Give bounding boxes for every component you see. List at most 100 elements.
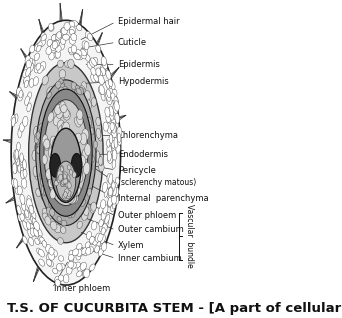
Ellipse shape <box>61 166 64 172</box>
Ellipse shape <box>81 82 87 91</box>
Ellipse shape <box>51 164 57 175</box>
Ellipse shape <box>48 112 54 122</box>
Ellipse shape <box>63 190 70 199</box>
Ellipse shape <box>58 79 63 84</box>
Ellipse shape <box>60 139 65 149</box>
Ellipse shape <box>57 97 62 104</box>
Ellipse shape <box>37 143 42 152</box>
Ellipse shape <box>76 253 81 260</box>
Ellipse shape <box>19 156 24 165</box>
Ellipse shape <box>74 146 79 157</box>
Ellipse shape <box>58 275 64 281</box>
Ellipse shape <box>83 174 89 184</box>
Ellipse shape <box>57 176 61 183</box>
Ellipse shape <box>74 187 80 196</box>
Ellipse shape <box>106 80 110 88</box>
Ellipse shape <box>62 158 68 168</box>
Ellipse shape <box>64 150 70 160</box>
Ellipse shape <box>64 177 68 184</box>
Ellipse shape <box>41 186 46 195</box>
Ellipse shape <box>111 182 115 191</box>
Ellipse shape <box>63 149 68 157</box>
Ellipse shape <box>98 205 103 215</box>
Ellipse shape <box>42 76 49 85</box>
Ellipse shape <box>48 252 55 260</box>
Ellipse shape <box>57 238 64 244</box>
Ellipse shape <box>63 166 69 176</box>
Ellipse shape <box>53 268 58 274</box>
Ellipse shape <box>34 53 39 61</box>
Ellipse shape <box>40 170 45 179</box>
Ellipse shape <box>45 132 50 142</box>
Ellipse shape <box>39 259 44 266</box>
Ellipse shape <box>71 188 78 199</box>
Text: Cuticle: Cuticle <box>118 38 147 47</box>
Ellipse shape <box>50 176 56 186</box>
Ellipse shape <box>63 274 69 283</box>
Ellipse shape <box>66 190 73 197</box>
Ellipse shape <box>40 125 43 134</box>
Ellipse shape <box>77 125 82 134</box>
Ellipse shape <box>62 27 67 35</box>
Ellipse shape <box>22 178 27 188</box>
Ellipse shape <box>40 174 45 183</box>
Ellipse shape <box>49 26 54 31</box>
Ellipse shape <box>54 146 61 158</box>
Ellipse shape <box>58 138 63 148</box>
Ellipse shape <box>108 79 113 87</box>
Ellipse shape <box>25 71 30 79</box>
Ellipse shape <box>65 191 71 199</box>
Ellipse shape <box>62 160 69 169</box>
Ellipse shape <box>107 174 111 182</box>
Ellipse shape <box>61 220 67 226</box>
Ellipse shape <box>17 142 20 151</box>
Ellipse shape <box>81 110 86 118</box>
Ellipse shape <box>51 170 57 180</box>
Ellipse shape <box>115 113 119 124</box>
Ellipse shape <box>68 107 75 114</box>
Ellipse shape <box>43 188 48 196</box>
Ellipse shape <box>98 156 103 165</box>
Ellipse shape <box>113 96 118 106</box>
Ellipse shape <box>47 207 52 215</box>
Ellipse shape <box>11 115 15 124</box>
Ellipse shape <box>60 145 65 154</box>
Ellipse shape <box>66 140 71 148</box>
Ellipse shape <box>53 184 60 194</box>
Ellipse shape <box>40 155 44 163</box>
Ellipse shape <box>59 42 65 50</box>
Ellipse shape <box>25 96 29 106</box>
Ellipse shape <box>53 115 61 126</box>
Ellipse shape <box>62 154 68 162</box>
Ellipse shape <box>29 205 34 214</box>
Ellipse shape <box>71 189 77 198</box>
Ellipse shape <box>36 136 40 144</box>
Ellipse shape <box>62 146 68 155</box>
Ellipse shape <box>41 176 45 183</box>
Ellipse shape <box>79 156 86 167</box>
Ellipse shape <box>62 142 69 149</box>
Ellipse shape <box>81 177 85 184</box>
Ellipse shape <box>38 42 42 48</box>
Ellipse shape <box>98 75 104 85</box>
Ellipse shape <box>65 166 71 174</box>
Ellipse shape <box>14 114 18 123</box>
Ellipse shape <box>52 99 57 105</box>
Ellipse shape <box>59 141 64 149</box>
Ellipse shape <box>29 79 34 87</box>
Ellipse shape <box>53 186 59 195</box>
Ellipse shape <box>57 216 62 222</box>
Ellipse shape <box>21 170 24 179</box>
Ellipse shape <box>66 266 72 274</box>
Ellipse shape <box>70 118 76 127</box>
Ellipse shape <box>90 156 94 162</box>
Ellipse shape <box>63 209 67 216</box>
Ellipse shape <box>27 199 32 209</box>
Ellipse shape <box>68 195 74 202</box>
Ellipse shape <box>48 173 52 182</box>
Ellipse shape <box>37 147 41 154</box>
Ellipse shape <box>73 172 76 178</box>
Ellipse shape <box>54 224 61 233</box>
Ellipse shape <box>51 128 81 202</box>
Ellipse shape <box>83 269 90 278</box>
